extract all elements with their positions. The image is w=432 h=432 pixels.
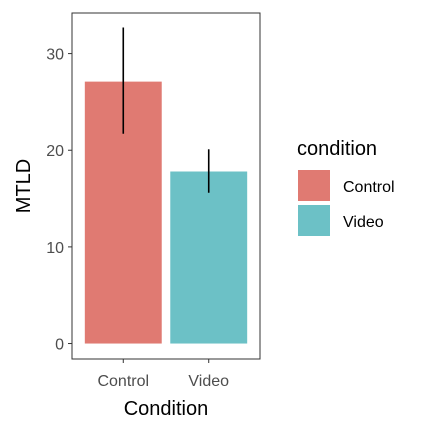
y-tick-label: 20 xyxy=(46,143,64,160)
legend-title: condition xyxy=(297,138,377,160)
x-tick-label: Control xyxy=(97,373,149,390)
x-tick-label: Video xyxy=(188,373,229,390)
bar-video xyxy=(170,171,248,344)
y-tick-label: 10 xyxy=(46,240,64,257)
legend-key-video xyxy=(298,205,330,236)
y-axis: 0 10 20 30 xyxy=(46,47,72,354)
legend-label-control: Control xyxy=(343,179,395,196)
x-axis-title: Condition xyxy=(124,398,209,420)
y-tick-label: 0 xyxy=(55,337,64,354)
legend-key-control xyxy=(298,170,330,201)
legend: condition Control Video xyxy=(297,138,395,236)
x-axis: Control Video xyxy=(97,359,229,390)
error-bars-layer xyxy=(122,27,210,193)
legend-label-video: Video xyxy=(343,214,384,231)
y-tick-label: 30 xyxy=(46,47,64,64)
y-axis-title: MTLD xyxy=(13,159,35,213)
